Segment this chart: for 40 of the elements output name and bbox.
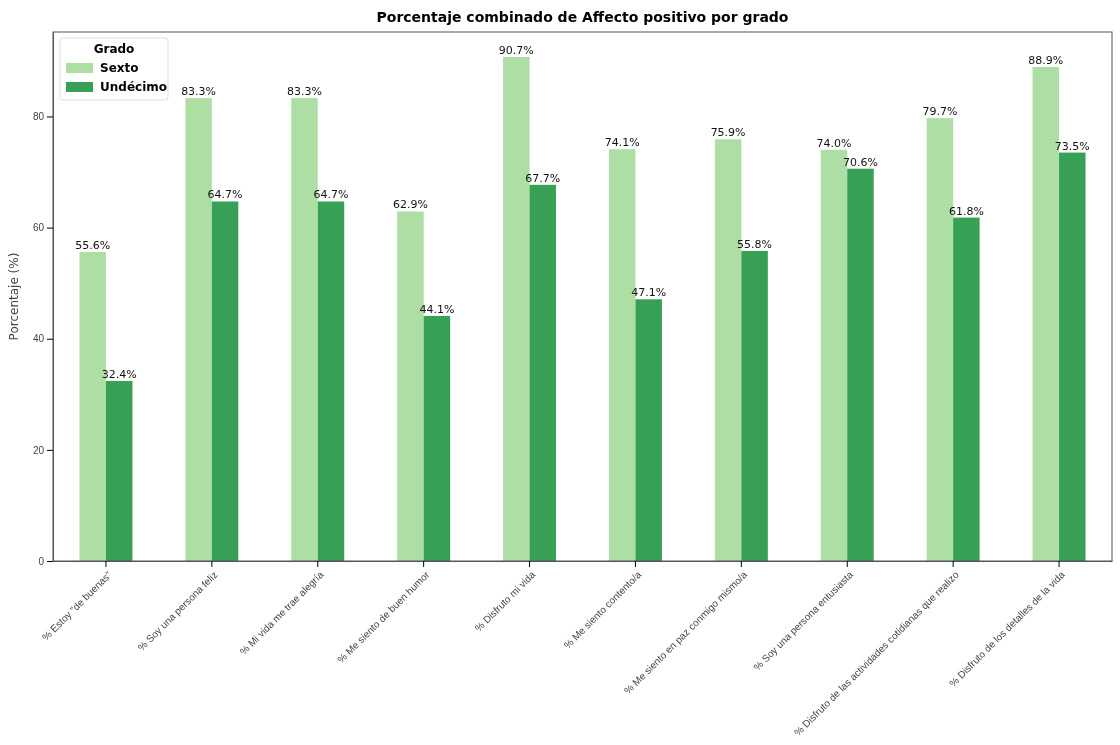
bar bbox=[635, 299, 662, 561]
data-label: 88.9% bbox=[1028, 54, 1064, 68]
data-label: 55.6% bbox=[75, 239, 111, 253]
bar bbox=[1059, 152, 1086, 561]
data-label: 74.0% bbox=[816, 136, 852, 150]
legend-label: Sexto bbox=[100, 61, 139, 75]
bar bbox=[317, 201, 345, 561]
y-tick-label: 80 bbox=[32, 111, 45, 123]
bar bbox=[953, 217, 980, 561]
bar bbox=[741, 250, 768, 561]
bar bbox=[105, 380, 133, 561]
y-tick-label: 40 bbox=[32, 333, 45, 345]
data-label: 64.7% bbox=[313, 188, 349, 202]
chart-title: Porcentaje combinado de Affecto positivo por grado bbox=[376, 9, 789, 25]
y-tick-label: 20 bbox=[32, 444, 45, 456]
y-tick-label: 60 bbox=[32, 222, 45, 234]
y-tick-label: 0 bbox=[38, 555, 45, 567]
bar bbox=[211, 201, 239, 561]
bar bbox=[423, 315, 451, 561]
data-label: 44.1% bbox=[419, 302, 455, 316]
data-label: 90.7% bbox=[498, 44, 534, 58]
bar bbox=[847, 168, 874, 561]
data-label: 79.7% bbox=[922, 105, 958, 119]
data-label: 47.1% bbox=[631, 286, 667, 300]
data-label: 55.8% bbox=[737, 237, 773, 251]
data-label: 83.3% bbox=[287, 85, 322, 99]
data-label: 61.8% bbox=[948, 204, 984, 218]
data-label: 67.7% bbox=[525, 171, 561, 185]
data-label: 70.6% bbox=[843, 155, 878, 169]
data-label: 64.7% bbox=[207, 188, 243, 202]
data-label: 74.1% bbox=[604, 136, 640, 150]
legend-title: Grado bbox=[93, 42, 135, 56]
data-label: 73.5% bbox=[1054, 139, 1090, 153]
data-label: 83.3% bbox=[181, 85, 217, 99]
data-label: 75.9% bbox=[710, 126, 746, 140]
legend-label: Undécimo bbox=[100, 80, 167, 94]
bar bbox=[529, 184, 557, 561]
data-label: 32.4% bbox=[101, 367, 137, 381]
y-axis-title: Porcentaje (%) bbox=[7, 252, 21, 341]
data-label: 62.9% bbox=[392, 198, 428, 212]
